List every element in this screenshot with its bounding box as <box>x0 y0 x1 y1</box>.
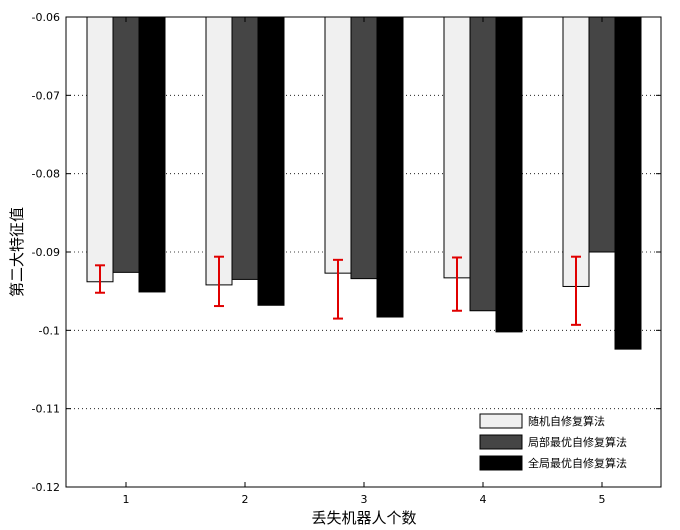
y-tick-label: -0.07 <box>32 89 60 102</box>
bar <box>231 16 259 280</box>
y-axis-ticks: -0.12 -0.11 -0.1 -0.09 -0.08 -0.07 -0.06 <box>32 11 661 494</box>
bar <box>324 16 352 274</box>
bar <box>376 16 404 318</box>
x-axis-ticks: 1 2 3 4 5 <box>123 17 606 506</box>
legend-label: 全局最优自修复算法 <box>528 456 627 470</box>
y-tick-label: -0.09 <box>32 246 60 259</box>
bar <box>86 16 114 283</box>
legend-label: 局部最优自修复算法 <box>528 435 627 449</box>
bar <box>614 16 642 350</box>
error-bars <box>95 255 581 326</box>
bars <box>86 16 642 350</box>
y-tick-label: -0.08 <box>32 168 60 181</box>
x-tick-label: 4 <box>480 493 487 506</box>
bar <box>112 16 140 273</box>
x-tick-label: 5 <box>599 493 606 506</box>
bar <box>257 16 285 306</box>
legend-swatch <box>479 434 523 450</box>
y-tick-label: -0.12 <box>32 481 60 494</box>
bar <box>205 16 233 286</box>
legend-swatch <box>479 455 523 471</box>
legend-label: 随机自修复算法 <box>528 414 605 428</box>
y-tick-label: -0.06 <box>32 11 60 24</box>
bar <box>469 16 497 312</box>
y-axis-title: 第二大特征值 <box>8 207 26 297</box>
x-axis-title: 丢失机器人个数 <box>311 509 416 527</box>
bar <box>588 16 616 253</box>
x-tick-label: 2 <box>242 493 249 506</box>
legend-swatch <box>479 413 523 429</box>
bar <box>443 16 471 279</box>
bar <box>495 16 523 333</box>
x-tick-label: 3 <box>361 493 368 506</box>
bar <box>350 16 378 280</box>
y-tick-label: -0.1 <box>39 324 60 337</box>
bar <box>562 16 590 287</box>
x-tick-label: 1 <box>123 493 130 506</box>
bar <box>138 16 166 293</box>
y-tick-label: -0.11 <box>32 403 60 416</box>
